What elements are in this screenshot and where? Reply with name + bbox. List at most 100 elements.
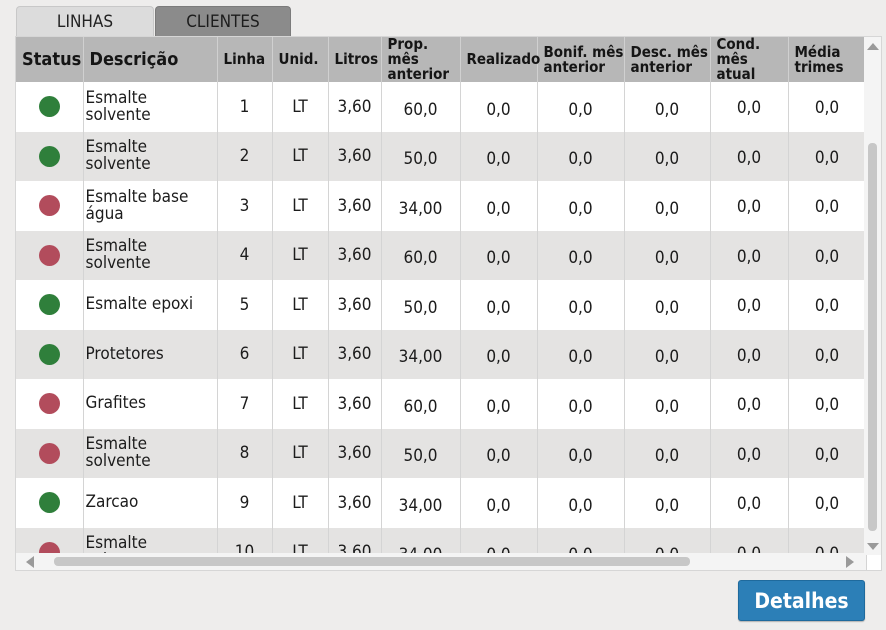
litros-cell: 3,60 (328, 230, 382, 280)
vertical-scrollbar[interactable] (864, 37, 881, 555)
cond-mes-atual-cell: 0,0 (710, 280, 789, 330)
bonif-mes-anterior-cell: 0,0 (537, 329, 625, 379)
bonif-mes-anterior-cell: 0,0 (537, 478, 625, 528)
linha-cell: 7 (217, 379, 273, 429)
media-trimes-cell: 0,0 (788, 329, 867, 379)
cond-mes-atual-cell: 0,0 (710, 329, 789, 379)
column-header-media-trimes[interactable]: Média trimes (788, 37, 867, 82)
descricao-cell: Esmalte base água (83, 181, 218, 231)
column-header-cond-mes-atual[interactable]: Cond. mês atual (710, 37, 789, 82)
cond-mes-atual-cell: 0,0 (710, 428, 789, 478)
data-grid: Status Descrição Linha Unid. Litros Prop… (15, 36, 882, 571)
column-header-status[interactable]: Status (16, 37, 84, 82)
linha-cell: 6 (217, 329, 273, 379)
column-header-prop-mes-anterior[interactable]: Prop. mês anterior (381, 37, 461, 82)
linha-cell: 1 (217, 82, 273, 132)
unid-cell: LT (272, 181, 329, 231)
prop-mes-anterior-cell: 50,0 (381, 131, 461, 181)
scroll-up-arrow-icon[interactable] (867, 43, 879, 50)
vertical-scroll-thumb[interactable] (868, 143, 877, 531)
column-header-descricao[interactable]: Descrição (83, 37, 218, 82)
realizado-cell: 0,0 (460, 478, 538, 528)
prop-mes-anterior-cell: 60,0 (381, 379, 461, 429)
status-cell (16, 379, 84, 429)
table-row[interactable]: Esmalte epoxi 5 LT 3,60 50,0 0,0 0,0 0,0 0,0 0,0 (16, 280, 867, 330)
status-indicator-icon (38, 195, 60, 217)
table-row[interactable]: Zarcao 9 LT 3,60 34,00 0,0 0,0 0,0 0,0 0,0 (16, 478, 867, 528)
prop-mes-anterior-cell: 34,00 (381, 329, 461, 379)
descricao-cell: Protetores (83, 329, 218, 379)
prop-mes-anterior-cell: 50,0 (381, 428, 461, 478)
prop-mes-anterior-cell: 34,00 (381, 478, 461, 528)
linha-cell: 4 (217, 230, 273, 280)
litros-cell: 3,60 (328, 428, 382, 478)
bonif-mes-anterior-cell: 0,0 (537, 181, 625, 231)
table-row[interactable]: Esmalte solvente 1 LT 3,60 60,0 0,0 0,0 0,0 0,0 0… (16, 82, 867, 132)
column-header-litros[interactable]: Litros (328, 37, 382, 82)
media-trimes-cell: 0,0 (788, 428, 867, 478)
realizado-cell: 0,0 (460, 280, 538, 330)
status-cell (16, 329, 84, 379)
column-header-desc-mes-anterior[interactable]: Desc. mês anterior (624, 37, 711, 82)
desc-mes-anterior-cell: 0,0 (624, 280, 711, 330)
descricao-cell: Esmalte solvente (83, 230, 218, 280)
status-cell (16, 428, 84, 478)
column-header-bonif-mes-anterior[interactable]: Bonif. mês anterior (537, 37, 625, 82)
tab-clientes[interactable]: CLIENTES (155, 6, 291, 36)
status-indicator-icon (38, 145, 60, 167)
unid-cell: LT (272, 329, 329, 379)
table-row[interactable]: Esmalte solvente 8 LT 3,60 50,0 0,0 0,0 0,0 0,0 0… (16, 428, 867, 478)
unid-cell: LT (272, 131, 329, 181)
descricao-cell: Esmalte solvente (83, 131, 218, 181)
unid-cell: LT (272, 82, 329, 132)
realizado-cell: 0,0 (460, 329, 538, 379)
status-indicator-icon (38, 96, 60, 118)
status-indicator-icon (38, 442, 60, 464)
desc-mes-anterior-cell: 0,0 (624, 478, 711, 528)
descricao-cell: Esmalte epoxi (83, 280, 218, 330)
table-row[interactable]: Esmalte solvente 2 LT 3,60 50,0 0,0 0,0 0,0 0,0 0… (16, 131, 867, 181)
desc-mes-anterior-cell: 0,0 (624, 131, 711, 181)
litros-cell: 3,60 (328, 181, 382, 231)
table-body: Esmalte solvente 1 LT 3,60 60,0 0,0 0,0 0,0 0,0 0… (16, 82, 867, 570)
cond-mes-atual-cell: 0,0 (710, 131, 789, 181)
unid-cell: LT (272, 280, 329, 330)
horizontal-scroll-thumb[interactable] (54, 557, 690, 566)
prop-mes-anterior-cell: 60,0 (381, 82, 461, 132)
desc-mes-anterior-cell: 0,0 (624, 230, 711, 280)
litros-cell: 3,60 (328, 478, 382, 528)
descricao-cell: Esmalte solvente (83, 428, 218, 478)
column-header-linha[interactable]: Linha (217, 37, 273, 82)
status-cell (16, 131, 84, 181)
desc-mes-anterior-cell: 0,0 (624, 379, 711, 429)
table-row[interactable]: Grafites 7 LT 3,60 60,0 0,0 0,0 0,0 0,0 0,0 (16, 379, 867, 429)
prop-mes-anterior-cell: 50,0 (381, 280, 461, 330)
scroll-left-arrow-icon[interactable] (26, 556, 34, 568)
desc-mes-anterior-cell: 0,0 (624, 329, 711, 379)
desc-mes-anterior-cell: 0,0 (624, 82, 711, 132)
litros-cell: 3,60 (328, 329, 382, 379)
status-indicator-icon (38, 343, 60, 365)
column-header-realizado[interactable]: Realizado (460, 37, 540, 82)
bonif-mes-anterior-cell: 0,0 (537, 131, 625, 181)
realizado-cell: 0,0 (460, 131, 538, 181)
cond-mes-atual-cell: 0,0 (710, 82, 789, 132)
linha-cell: 2 (217, 131, 273, 181)
column-header-unid[interactable]: Unid. (272, 37, 329, 82)
media-trimes-cell: 0,0 (788, 280, 867, 330)
media-trimes-cell: 0,0 (788, 230, 867, 280)
prop-mes-anterior-cell: 34,00 (381, 181, 461, 231)
table-row[interactable]: Protetores 6 LT 3,60 34,00 0,0 0,0 0,0 0,0 0,0 (16, 329, 867, 379)
table-row[interactable]: Esmalte base água 3 LT 3,60 34,00 0,0 0,0 0,0 0,… (16, 181, 867, 231)
horizontal-scrollbar[interactable] (16, 553, 866, 570)
media-trimes-cell: 0,0 (788, 82, 867, 132)
linha-cell: 5 (217, 280, 273, 330)
descricao-cell: Zarcao (83, 478, 218, 528)
tab-linhas[interactable]: LINHAS (16, 6, 154, 36)
realizado-cell: 0,0 (460, 181, 538, 231)
scroll-down-arrow-icon[interactable] (867, 543, 879, 550)
detalhes-button[interactable]: Detalhes (738, 580, 865, 621)
table-row[interactable]: Esmalte solvente 4 LT 3,60 60,0 0,0 0,0 0,0 0,0 0… (16, 230, 867, 280)
desc-mes-anterior-cell: 0,0 (624, 181, 711, 231)
scroll-right-arrow-icon[interactable] (846, 556, 854, 568)
